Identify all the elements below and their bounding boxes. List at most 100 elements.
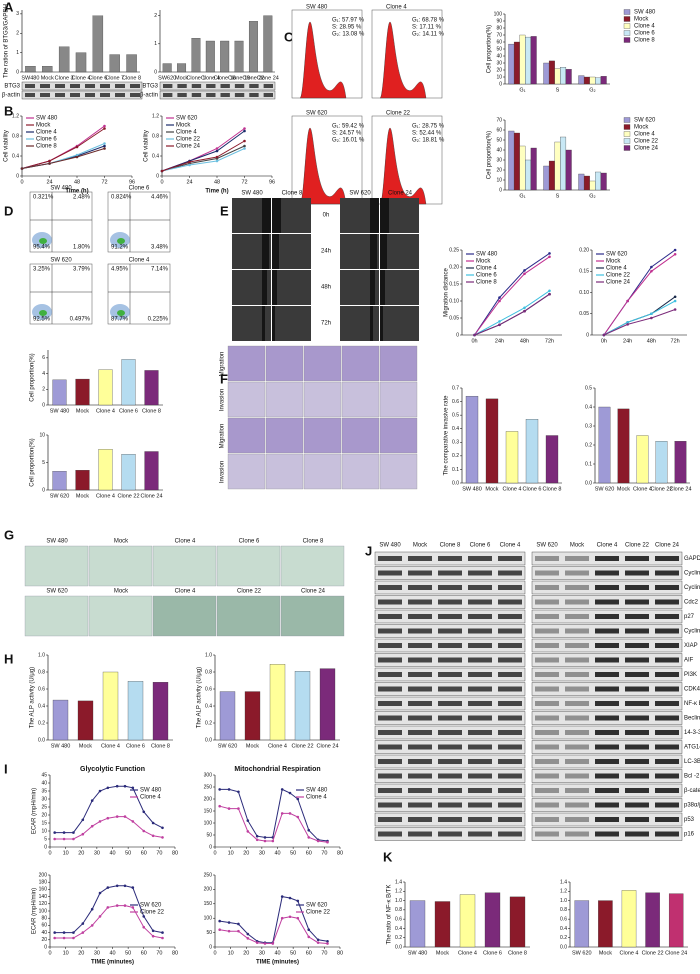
point <box>326 939 329 943</box>
point <box>103 124 106 128</box>
blot-band <box>100 93 110 97</box>
y-tick-label: 0 <box>42 402 45 408</box>
panel-letter: I <box>4 761 8 776</box>
image-label: Clone 6 <box>239 539 260 545</box>
blot-label: BTG3 <box>142 84 158 90</box>
lane-label: Clone 6 <box>470 543 491 549</box>
y-tick-label: 0.2 <box>560 935 567 941</box>
blot-band <box>498 730 522 735</box>
quadrant-value: 3.25% <box>33 267 51 273</box>
series-line <box>603 300 676 336</box>
lane-label: Mock <box>413 543 428 549</box>
x-tick-label: Clone 22 <box>117 493 139 499</box>
x-tick-label: 96 <box>129 179 135 185</box>
blot-band <box>191 93 202 97</box>
panel-letter: H <box>4 651 13 666</box>
lane-label: Mock <box>570 543 585 549</box>
blot-band <box>130 93 140 97</box>
point <box>131 886 135 889</box>
blot-band <box>498 585 522 590</box>
protein-label: Bcl -2 <box>684 774 700 780</box>
legend-label: Clone 24 <box>634 146 659 152</box>
point <box>326 942 329 945</box>
blot-band <box>115 93 125 97</box>
point <box>106 886 110 889</box>
wound-gap <box>380 198 389 233</box>
point <box>473 333 476 337</box>
blot-band <box>595 744 619 750</box>
legend-label: SW 620 <box>634 118 656 124</box>
legend-label: SW 480 <box>634 10 656 16</box>
blot-band <box>438 759 462 764</box>
quadrant-value: 3.79% <box>73 267 91 273</box>
x-tick-label: 40 <box>274 850 280 856</box>
blot-band <box>625 628 649 634</box>
wound-gap <box>272 234 279 269</box>
x-tick-label: SW 480 <box>462 486 482 492</box>
blot-band <box>535 657 559 663</box>
bar <box>617 408 630 484</box>
legend-label: SW 620 <box>606 252 628 258</box>
legend-label: Mock <box>36 123 51 129</box>
point <box>161 931 164 934</box>
blot-band <box>468 831 492 837</box>
histogram-title: SW 620 <box>306 111 328 117</box>
blot-band <box>498 672 522 677</box>
blot-band <box>498 773 522 779</box>
y-tick-label: 70 <box>496 117 502 123</box>
legend-label: Mock <box>634 17 649 23</box>
point <box>218 804 221 808</box>
x-tick-label: Clone 6 <box>119 408 138 414</box>
bar <box>58 46 70 73</box>
legend-label: SW 480 <box>36 116 58 122</box>
point <box>151 929 155 933</box>
y-tick-label: 200 <box>204 796 213 802</box>
x-tick-label: 96 <box>269 179 275 185</box>
blot-band <box>498 715 522 721</box>
blot-band <box>438 831 462 837</box>
x-tick-label: Clone 6 <box>483 950 502 956</box>
point <box>237 807 240 810</box>
point <box>246 830 250 833</box>
point <box>131 786 135 790</box>
blot-band <box>85 93 95 97</box>
blot-band <box>438 686 462 692</box>
legend-label: Clone 24 <box>606 280 631 286</box>
histogram-text: G₂: 16.01 % <box>332 138 365 144</box>
y-axis-label: The comparative invasive rate <box>444 395 450 476</box>
histogram-title: Clone 22 <box>386 111 411 117</box>
point <box>316 941 320 944</box>
point <box>48 162 51 165</box>
x-tick-label: 0h <box>601 338 607 344</box>
blot-band <box>595 759 619 764</box>
x-tick-label: 50 <box>125 850 131 856</box>
y-tick-label: 80 <box>496 25 502 31</box>
blot-band <box>438 817 462 822</box>
point <box>161 836 164 839</box>
blot-band <box>378 672 402 677</box>
point <box>288 812 292 815</box>
blot-band <box>498 759 522 764</box>
stain-image <box>280 545 345 587</box>
y-axis-label: The ALP activity (U/μg) <box>197 667 203 728</box>
y-tick-label: 0.0 <box>395 944 402 950</box>
bar <box>144 451 159 491</box>
point <box>160 169 164 173</box>
protein-label: 14-3-3 <box>684 730 700 736</box>
series-line <box>161 140 245 172</box>
y-tick-label: 50 <box>496 46 502 52</box>
point <box>237 790 240 794</box>
x-tick-label: Mock <box>79 743 92 749</box>
point <box>255 834 259 838</box>
blot-band <box>378 802 402 808</box>
x-tick-label: 10 <box>228 850 234 856</box>
y-tick-label: 0 <box>499 187 502 193</box>
histogram-text: G₂: 18.81 % <box>412 138 445 144</box>
x-tick-label: 48 <box>74 179 80 185</box>
wound-gap <box>370 270 375 305</box>
blot-band <box>378 686 402 692</box>
transwell-image <box>227 381 266 418</box>
stain-image <box>24 545 89 587</box>
row-label: 0h <box>323 213 330 219</box>
blot-band <box>498 628 522 634</box>
